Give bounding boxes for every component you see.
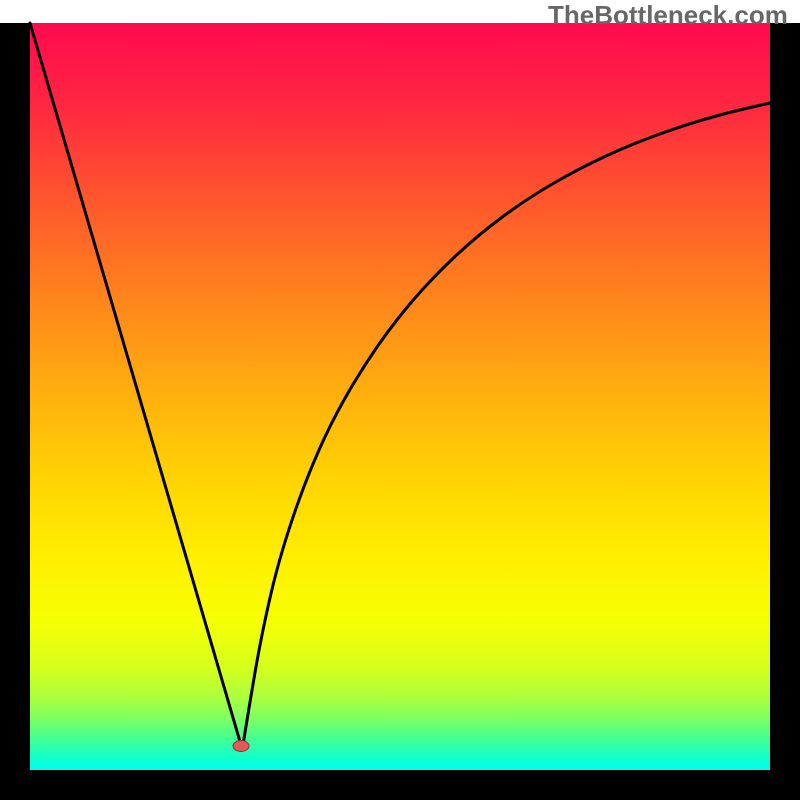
watermark-text: TheBottleneck.com (548, 0, 788, 31)
optimum-marker (233, 741, 249, 752)
chart-svg (0, 0, 800, 800)
chart-container: TheBottleneck.com (0, 0, 800, 800)
